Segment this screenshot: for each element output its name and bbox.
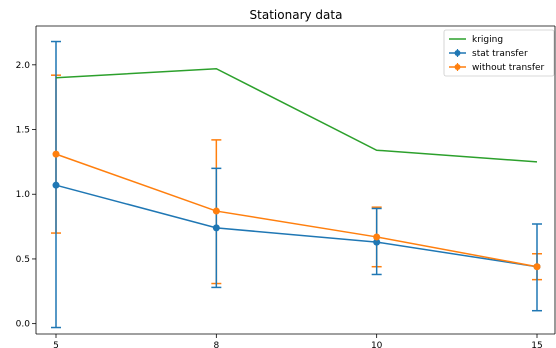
axes: 0.0 0.5 1.0 1.5 2.0 5 8 10 15 bbox=[16, 25, 556, 348]
legend-marker bbox=[454, 50, 461, 56]
data-point bbox=[373, 238, 381, 246]
legend-label: without transfer bbox=[472, 63, 545, 73]
x-tick-label: 15 bbox=[531, 341, 542, 348]
legend-label: kriging bbox=[472, 35, 503, 45]
x-tick-label: 8 bbox=[213, 341, 219, 348]
y-tick-label: 1.5 bbox=[16, 126, 30, 136]
x-tick-label: 5 bbox=[53, 341, 59, 348]
x-tick-label: 10 bbox=[371, 341, 383, 348]
data-point bbox=[52, 150, 60, 158]
data-point bbox=[212, 207, 220, 215]
y-tick-label: 1.0 bbox=[16, 190, 31, 200]
series-line-without-transfer bbox=[55, 153, 538, 268]
series-line-kriging bbox=[55, 67, 538, 163]
series-markers bbox=[52, 150, 541, 271]
chart-title: Stationary data bbox=[250, 8, 343, 22]
series-lines bbox=[55, 67, 538, 268]
error-bars bbox=[51, 40, 542, 329]
legend-label: stat transfer bbox=[472, 49, 528, 59]
series-line-stat-transfer bbox=[55, 184, 538, 268]
legend-box bbox=[443, 29, 555, 77]
data-point bbox=[533, 263, 541, 271]
y-tick-label: 2.0 bbox=[16, 61, 31, 71]
data-point bbox=[212, 224, 220, 232]
legend-marker bbox=[454, 64, 461, 70]
data-point bbox=[373, 233, 381, 241]
data-point bbox=[52, 181, 60, 189]
y-tick-label: 0.0 bbox=[16, 320, 31, 330]
y-tick-label: 0.5 bbox=[16, 255, 30, 265]
legend: kriging stat transfer without transfer bbox=[443, 29, 555, 77]
